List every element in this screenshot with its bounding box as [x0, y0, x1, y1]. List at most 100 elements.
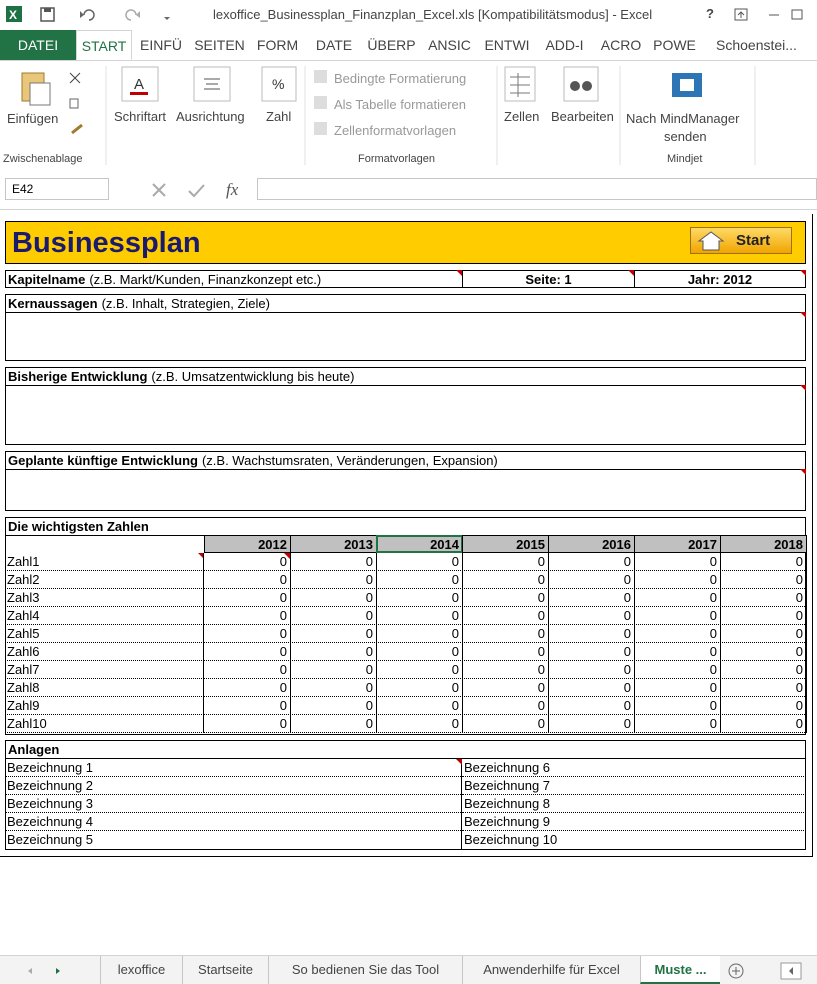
figure-value: 0	[290, 697, 377, 715]
section-hint: (z.B. Umsatzentwicklung bis heute)	[151, 369, 355, 384]
paste-button[interactable]: Einfügen	[7, 111, 59, 126]
attachment-name: Bezeichnung 2	[5, 777, 461, 795]
ribbon-tab[interactable]: ACRO	[600, 37, 642, 53]
group-label: Mindjet	[667, 153, 703, 165]
sheet-tab[interactable]: lexoffice	[100, 956, 182, 984]
figure-value: 0	[462, 607, 549, 625]
figure-value: 0	[548, 625, 635, 643]
sheet-title: Businessplan	[12, 227, 201, 259]
section-hint: (z.B. Wachstumsraten, Veränderungen, Exp…	[201, 453, 498, 468]
ribbon-tab[interactable]: POWE	[653, 37, 696, 53]
ribbon-tab[interactable]: ENTWI	[484, 37, 530, 53]
sheet-tab[interactable]: Muste ...	[640, 956, 720, 984]
figure-value: 0	[376, 643, 463, 661]
row-label: Zahl9	[5, 697, 204, 715]
section-divider	[5, 385, 806, 386]
ribbon-tab[interactable]: EINFÜ	[140, 37, 182, 53]
attachment-name: Bezeichnung 7	[462, 777, 806, 795]
figure-value: 0	[376, 589, 463, 607]
tab-nav	[28, 968, 60, 974]
figure-value: 0	[720, 715, 807, 733]
year-header: 2018	[720, 535, 807, 553]
cell-styles[interactable]: Zellenformatvorlagen	[334, 123, 457, 138]
figure-value: 0	[290, 643, 377, 661]
comment-marker	[800, 385, 806, 391]
figure-value: 0	[204, 607, 291, 625]
figure-value: 0	[462, 715, 549, 733]
section-hint: (z.B. Inhalt, Strategien, Ziele)	[101, 296, 270, 311]
figure-value: 0	[290, 625, 377, 643]
year-header: 2016	[548, 535, 635, 553]
figure-value: 0	[634, 643, 721, 661]
figure-value: 0	[720, 643, 807, 661]
figure-value: 0	[290, 607, 377, 625]
figure-value: 0	[462, 553, 549, 571]
conditional-formatting[interactable]: Bedingte Formatierung	[334, 71, 467, 86]
sheet-tab[interactable]: Startseite	[182, 956, 268, 984]
start-button[interactable]: Start	[690, 227, 792, 254]
svg-text:X: X	[9, 8, 17, 22]
ribbon-tab[interactable]: START	[76, 30, 132, 60]
chapter-name: Kapitelname (z.B. Markt/Kunden, Finanzkon…	[8, 271, 458, 288]
sheet-tab[interactable]: So bedienen Sie das Tool	[268, 956, 462, 984]
row-label: Zahl7	[5, 661, 204, 679]
figure-value: 0	[720, 571, 807, 589]
mindmanager-button[interactable]: Nach MindManager	[626, 111, 740, 126]
insert-function[interactable]: fx	[226, 180, 239, 199]
figure-value: 0	[462, 697, 549, 715]
ribbon-tab[interactable]: DATE	[315, 37, 353, 53]
window-title: lexoffice_Businessplan_Finanzplan_Excel.…	[213, 7, 653, 22]
figure-value: 0	[548, 679, 635, 697]
start-label[interactable]: Start	[736, 232, 771, 249]
figure-value: 0	[290, 553, 377, 571]
ribbon: A % Einfügen Zwischenablage Schriftart A…	[0, 61, 817, 172]
chapter-hint: (z.B. Markt/Kunden, Finanzkonzept etc.)	[89, 272, 322, 287]
section-box	[5, 451, 806, 511]
cells-button[interactable]: Zellen	[504, 109, 540, 124]
figure-value: 0	[720, 589, 807, 607]
formula-input[interactable]	[257, 178, 817, 200]
figure-value: 0	[720, 625, 807, 643]
figure-value: 0	[634, 715, 721, 733]
row-label: Zahl10	[5, 715, 204, 733]
figure-value: 0	[720, 607, 807, 625]
sheet-tab[interactable]: Anwenderhilfe für Excel	[462, 956, 640, 984]
name-box[interactable]: E42	[5, 178, 109, 200]
figure-value: 0	[720, 553, 807, 571]
attachment-name: Bezeichnung 6	[462, 759, 806, 777]
alignment-button[interactable]: Ausrichtung	[176, 109, 245, 124]
help-button[interactable]: ?	[706, 6, 714, 21]
mindmanager-button[interactable]: senden	[664, 129, 707, 144]
ribbon-tab[interactable]: FORM	[256, 37, 299, 53]
ribbon-tab[interactable]: ÜBERP	[367, 37, 416, 53]
ribbon-tab[interactable]: SEITEN	[194, 37, 245, 53]
attachment-name: Bezeichnung 10	[464, 832, 558, 847]
quick-access-icons: X	[6, 6, 170, 22]
format-as-table[interactable]: Als Tabelle formatieren	[334, 97, 466, 112]
figure-value: 0	[548, 571, 635, 589]
editing-button[interactable]: Bearbeiten	[551, 109, 614, 124]
number-button[interactable]: Zahl	[266, 109, 292, 124]
sheet-tab-bar: lexoffice Startseite So bedienen Sie das T…	[0, 955, 817, 984]
figure-value: 0	[204, 661, 291, 679]
section-title: Geplante künftige Entwicklung	[8, 453, 198, 468]
ribbon-tab[interactable]: DATEI	[0, 30, 76, 60]
figure-value: 0	[634, 661, 721, 679]
ribbon-tab[interactable]: ANSIC	[428, 37, 471, 53]
year-header: 2013	[290, 535, 377, 553]
figure-value: 0	[376, 625, 463, 643]
figure-value: 0	[204, 589, 291, 607]
section-box	[5, 294, 806, 361]
figure-value: 0	[462, 643, 549, 661]
font-button[interactable]: Schriftart	[114, 109, 167, 124]
attachment-name: Bezeichnung 1	[5, 759, 461, 777]
ribbon-tab[interactable]: ADD-I	[545, 37, 584, 53]
comment-marker	[800, 469, 806, 475]
figure-value: 0	[720, 679, 807, 697]
comment-marker	[284, 553, 290, 559]
chapter-cell	[634, 270, 806, 288]
account-name[interactable]: Schoenstei...	[716, 37, 797, 53]
figure-value: 0	[634, 571, 721, 589]
group-label: Zwischenablage	[3, 153, 83, 165]
figure-value: 0	[548, 643, 635, 661]
